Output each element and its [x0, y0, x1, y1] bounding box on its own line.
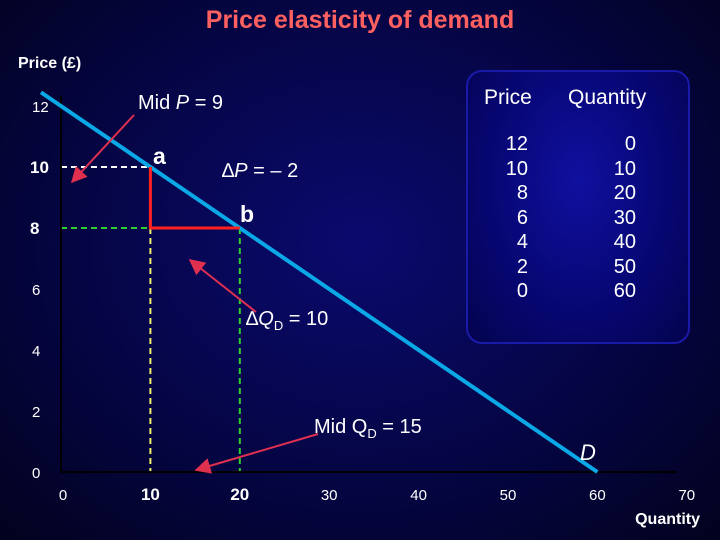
table-price-cell: 6 [516, 206, 528, 229]
table-price-cell: 12 [505, 133, 528, 155]
point-a-label: a [153, 143, 166, 169]
x-tick-label: 70 [678, 487, 695, 504]
table-quantity-cell: 40 [613, 231, 636, 253]
x-tick-label: 30 [321, 487, 338, 504]
mid-q-label: Mid QD = 15 [314, 416, 422, 441]
demand-curve [39, 90, 599, 474]
y-tick-label: 8 [30, 219, 39, 238]
table-header-quantity: Quantity [568, 86, 647, 109]
y-tick-labels: 0 2 4 6 8 10 12 [30, 99, 49, 482]
y-tick-label: 10 [30, 158, 49, 177]
x-tick-label: 0 [59, 487, 67, 504]
x-tick-labels: 0 10 20 30 40 50 60 70 [59, 485, 695, 504]
y-tick-label: 4 [32, 343, 40, 360]
table-quantity-cell: 0 [624, 133, 636, 155]
point-b-label: b [240, 201, 255, 227]
table-quantity-cell: 20 [613, 182, 636, 204]
x-tick-label: 40 [410, 487, 427, 504]
mid-p-arrow [70, 114, 135, 184]
y-tick-label: 6 [32, 282, 40, 299]
table-price-column: 12 10 8 6 4 2 0 [504, 132, 528, 304]
delta-q-arrow [188, 259, 257, 313]
table-price-cell: 2 [516, 255, 528, 278]
price-quantity-table: Price Quantity 12 10 8 6 4 2 0 0 10 20 30 40 50 60 [466, 70, 690, 344]
y-axis-label: Price (£) [18, 55, 82, 72]
table-price-cell: 0 [516, 280, 528, 302]
delta-p-label: ∆P = – 2 [222, 160, 299, 182]
y-tick-label: 0 [32, 465, 40, 482]
table-price-cell: 10 [505, 157, 528, 180]
y-tick-label: 12 [32, 99, 49, 116]
table-header-price: Price [484, 86, 532, 109]
table-quantity-cell: 10 [613, 157, 636, 180]
table-quantity-column: 0 10 20 30 40 50 60 [594, 132, 636, 304]
x-axis-label: Quantity [635, 511, 700, 528]
table-quantity-cell: 30 [613, 206, 636, 229]
table-price-cell: 4 [516, 231, 528, 253]
x-tick-label: 10 [141, 485, 160, 504]
chart-title: Price elasticity of demand [205, 6, 515, 34]
mid-q-arrow [194, 433, 319, 474]
change-triangle [148, 167, 240, 230]
table-quantity-cell: 50 [613, 255, 636, 278]
table-price-cell: 8 [516, 182, 528, 204]
delta-q-label: ∆QD = 10 [246, 308, 329, 333]
demand-label: D [580, 440, 596, 465]
x-tick-label: 60 [589, 487, 606, 504]
mid-p-label: Mid P = 9 [138, 92, 224, 114]
x-tick-label: 50 [500, 487, 517, 504]
table-quantity-cell: 60 [613, 280, 636, 302]
x-tick-label: 20 [230, 485, 249, 504]
y-tick-label: 2 [32, 404, 40, 421]
